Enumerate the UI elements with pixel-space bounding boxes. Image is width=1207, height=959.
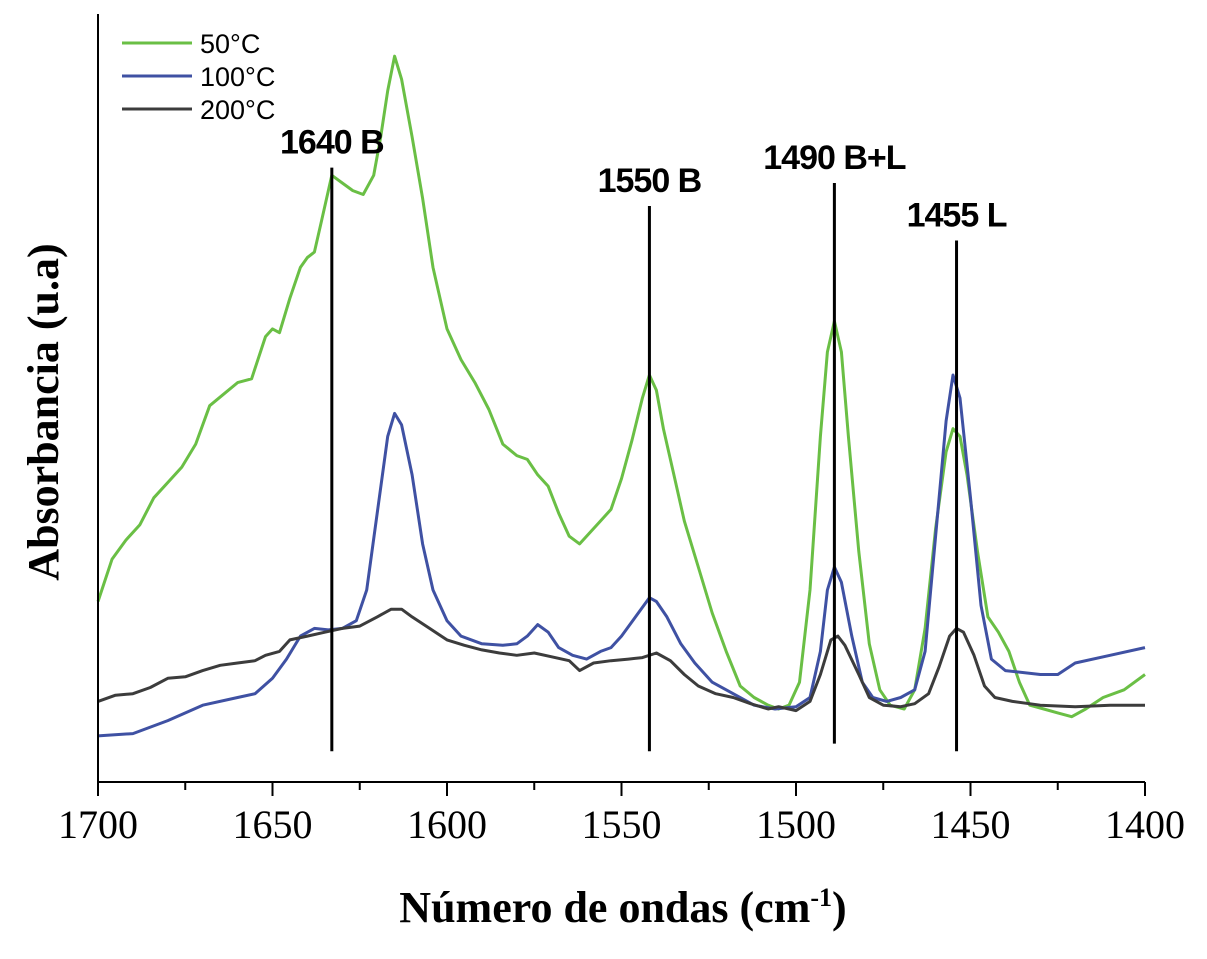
annotation-label-1: 1550 B (598, 162, 702, 200)
x-axis-title-superscript: -1 (810, 883, 832, 912)
x-tick-label-3: 1550 (582, 802, 662, 847)
axes: 1700 1650 1600 1550 1500 1450 1400 (58, 14, 1185, 847)
x-axis-title-end: ) (832, 883, 847, 932)
legend-label-2: 200°C (200, 95, 275, 125)
y-axis-title: Absorbancia (u.a) (19, 243, 68, 580)
x-tick-label-2: 1600 (407, 802, 487, 847)
x-tick-label-0: 1700 (58, 802, 138, 847)
x-tick-label-4: 1500 (756, 802, 836, 847)
series-line-2 (97, 607, 1145, 713)
x-axis-title: Número de ondas (cm-1) (399, 883, 846, 932)
legend-label-1: 100°C (200, 62, 275, 92)
x-tick-label-5: 1450 (931, 802, 1011, 847)
annotation-label-2: 1490 B+L (763, 139, 905, 177)
x-axis-title-main: Número de ondas (cm (399, 883, 810, 932)
series-line-1 (97, 373, 1146, 738)
annotation-label-3: 1455 L (907, 197, 1007, 235)
x-tick-label-1: 1650 (233, 802, 313, 847)
series-layer (96, 54, 1146, 738)
series-line-0 (96, 54, 1146, 719)
legend-label-0: 50°C (200, 29, 260, 59)
annotation-label-0: 1640 B (280, 124, 384, 162)
x-tick-label-6: 1400 (1105, 802, 1185, 847)
